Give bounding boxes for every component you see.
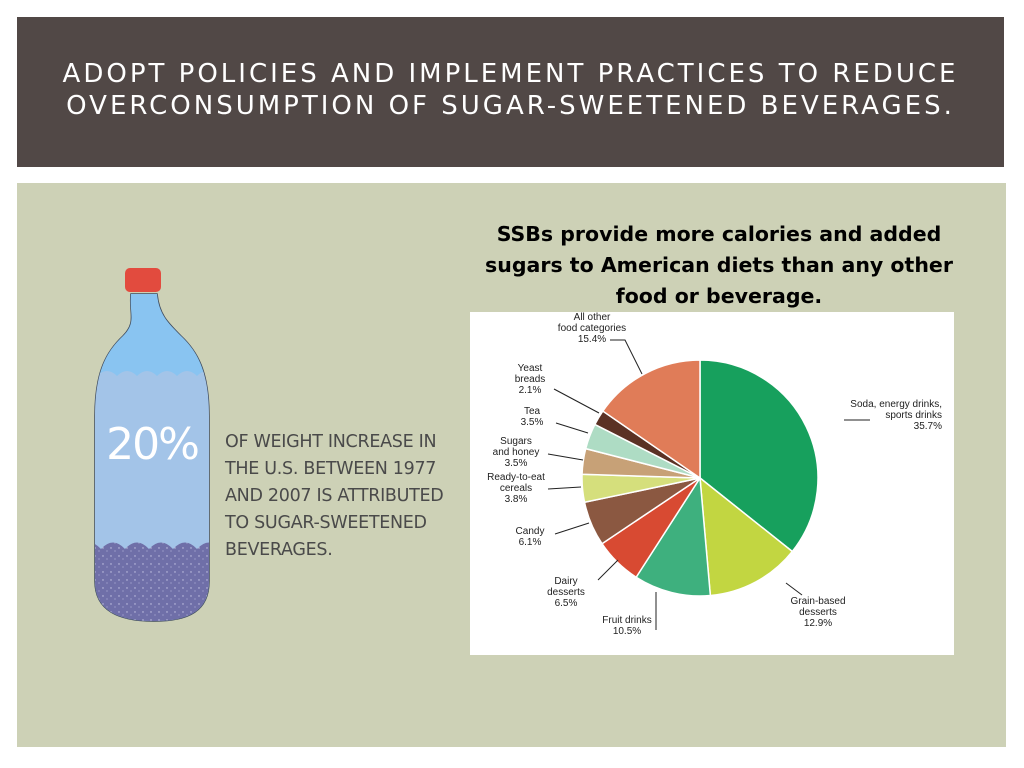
leader-line [554,522,590,535]
slice-label: Sugars and honey 3.5% [493,436,540,469]
leader-line [597,559,619,581]
stat-description: Of weight increase in the U.S. between 1… [225,432,444,560]
slice-label: Fruit drinks 10.5% [602,615,651,637]
pie-chart-panel: Soda, energy drinks, sports drinks 35.7% Gr… [470,312,954,655]
bottle-sediment [95,542,209,621]
slide-title: Adopt policies and implement practices t… [62,58,959,122]
soda-bottle-icon: 20% [94,268,210,622]
leader-line [555,422,589,434]
leader-line [610,339,643,375]
leader-line [553,388,600,414]
chart-heading: SSBs provide more calories and added sug… [485,222,953,308]
slice-label: Yeast breads 2.1% [515,363,546,396]
pie-slice [601,359,701,480]
pie-chart: Soda, energy drinks, sports drinks 35.7% Gr… [487,312,942,637]
leader-line [547,486,582,490]
leader-line [785,582,803,596]
slice-label: Grain-based desserts 12.9% [790,596,845,629]
slice-label: Tea 3.5% [521,406,544,428]
slice-label: Soda, energy drinks, sports drinks 35.7% [850,399,942,432]
leader-line [547,453,584,461]
bottle-cap [125,268,161,292]
pie-slice [699,476,794,597]
slice-label: All other food categories 15.4% [558,312,626,345]
content-area: 20% Of weight increase in the U.S. betwe… [17,183,1006,747]
pie-slice [635,475,712,597]
slice-label: Candy 6.1% [516,526,545,548]
pie-slice [699,359,819,553]
slice-label: Ready-to-eat cereals 3.8% [487,472,545,505]
slice-label: Dairy desserts 6.5% [547,576,585,609]
title-bar: Adopt policies and implement practices t… [17,17,1004,167]
stat-value: 20% [106,419,198,470]
